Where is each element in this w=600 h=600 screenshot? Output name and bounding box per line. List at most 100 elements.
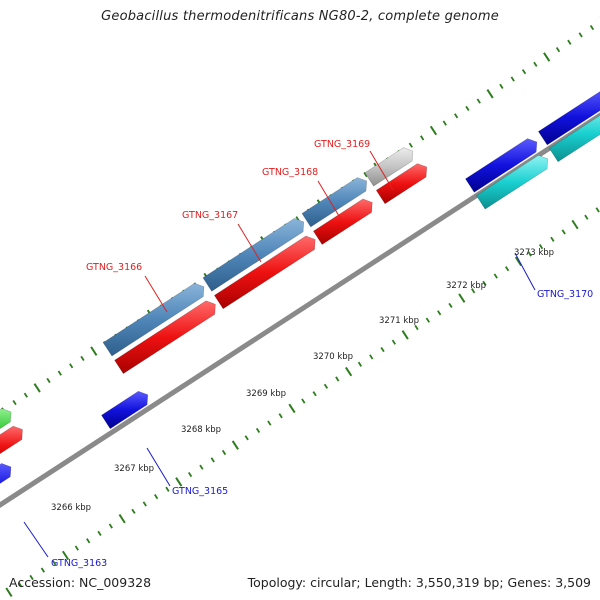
tick-mark: [401, 330, 409, 340]
scale-label: 3267 kbp: [114, 464, 154, 474]
scale-label: 3271 kbp: [379, 316, 419, 326]
gene-label: GTNG_3170: [537, 289, 593, 300]
tick-mark: [231, 440, 239, 450]
label-leader-line: [23, 521, 49, 558]
tick-mark: [142, 501, 147, 507]
tick-mark: [538, 244, 544, 250]
tick-mark: [391, 339, 397, 345]
tick-mark: [571, 219, 579, 230]
topology-summary: Topology: circular; Length: 3,550,319 bp…: [247, 575, 591, 590]
label-leader-line: [237, 223, 262, 263]
gene-red-cds: [114, 300, 216, 375]
scale-label: 3273 kbp: [514, 248, 554, 258]
backbone-line: [0, 112, 600, 508]
tick-mark: [267, 420, 272, 426]
gene-features: [0, 91, 600, 484]
tick-mark: [514, 256, 522, 267]
tick-mark: [57, 370, 62, 376]
tick-mark: [420, 135, 425, 141]
tick-mark: [301, 398, 306, 404]
tick-mark: [18, 582, 23, 588]
tick-mark: [465, 105, 470, 112]
tick-mark: [408, 142, 413, 148]
label-leader-line: [144, 275, 168, 313]
tick-mark: [323, 383, 329, 389]
tick-mark: [363, 172, 368, 178]
tick-mark: [527, 251, 532, 257]
tick-mark: [199, 464, 204, 470]
gene-label: GTNG_3165: [172, 486, 228, 497]
tick-mark: [154, 494, 159, 500]
gene-red-cds: [0, 425, 23, 455]
tick-mark: [521, 69, 527, 75]
tick-mark: [46, 377, 51, 384]
gene-labels: GTNG_3163 GTNG_3165 GTNG_3166 GTNG_3167 GTNG…: [23, 139, 593, 569]
tick-mark: [69, 363, 74, 369]
tick-mark: [335, 376, 340, 382]
tick-mark: [244, 435, 249, 441]
gene-blue-cds: [537, 91, 600, 146]
tick-mark: [52, 560, 57, 566]
tick-mark: [108, 523, 113, 529]
tick-mark: [380, 346, 385, 353]
tick-mark: [74, 545, 79, 551]
accession-text: Accession: NC_009328: [9, 575, 152, 590]
tick-mark: [33, 383, 41, 393]
tick-mark: [510, 76, 515, 82]
gene-red-cds: [375, 163, 428, 205]
genome-backbone: [0, 112, 600, 508]
tick-mark: [131, 508, 136, 514]
tick-mark: [12, 399, 17, 406]
tick-mark: [175, 477, 183, 487]
tick-mark: [29, 574, 34, 581]
scale-label: 3272 kbp: [446, 281, 486, 291]
gene-red-cds: [213, 235, 316, 310]
gene-green-cds: [0, 408, 12, 430]
tick-mark: [90, 346, 98, 356]
gene-blue-cds: [0, 463, 12, 484]
gene-label: GTNG_3166: [86, 262, 142, 273]
tick-mark: [5, 587, 13, 597]
gene-steelblue-cds: [301, 177, 368, 228]
tick-mark: [369, 354, 374, 360]
tick-mark: [425, 317, 430, 323]
tick-mark: [437, 310, 442, 316]
gene-label: GTNG_3168: [262, 167, 318, 178]
tick-mark: [584, 214, 589, 220]
tick-mark: [555, 47, 561, 53]
scale-label: 3269 kbp: [246, 389, 286, 399]
tick-mark: [595, 207, 600, 213]
tick-mark: [414, 324, 419, 331]
tick-mark: [255, 427, 261, 434]
tick-mark: [118, 513, 126, 524]
tick-mark: [210, 457, 215, 463]
gene-blue-cds: [101, 390, 149, 430]
tick-mark: [23, 392, 28, 398]
tick-mark: [482, 280, 487, 286]
tick-mark: [533, 61, 538, 67]
scale-labels: 3266 kbp 3267 kbp 3268 kbp 3269 kbp 3270 kbp…: [51, 248, 554, 513]
gene-label: GTNG_3167: [182, 210, 238, 221]
scale-label: 3268 kbp: [181, 425, 221, 435]
tick-mark: [543, 52, 551, 62]
label-leader-line: [317, 180, 343, 222]
gene-label: GTNG_3169: [314, 139, 370, 150]
map-title: Geobacillus thermodenitrificans NG80-2, …: [101, 9, 499, 24]
tick-mark: [86, 538, 91, 544]
gene-label: GTNG_3163: [51, 558, 107, 569]
gene-blue-cds: [465, 138, 538, 193]
tick-mark: [589, 24, 595, 31]
tick-mark: [471, 288, 476, 294]
label-leader-line: [369, 150, 394, 191]
tick-mark: [357, 361, 363, 367]
gene-gray-feature: [364, 147, 414, 187]
label-leader-line: [146, 447, 171, 487]
tick-mark: [453, 113, 459, 119]
gene-cyan-cds: [548, 114, 600, 163]
tick-mark: [476, 98, 481, 104]
gene-cyan-cds: [475, 154, 549, 210]
tick-mark: [429, 125, 438, 136]
label-leader-line: [514, 252, 536, 291]
tick-mark: [493, 273, 498, 279]
